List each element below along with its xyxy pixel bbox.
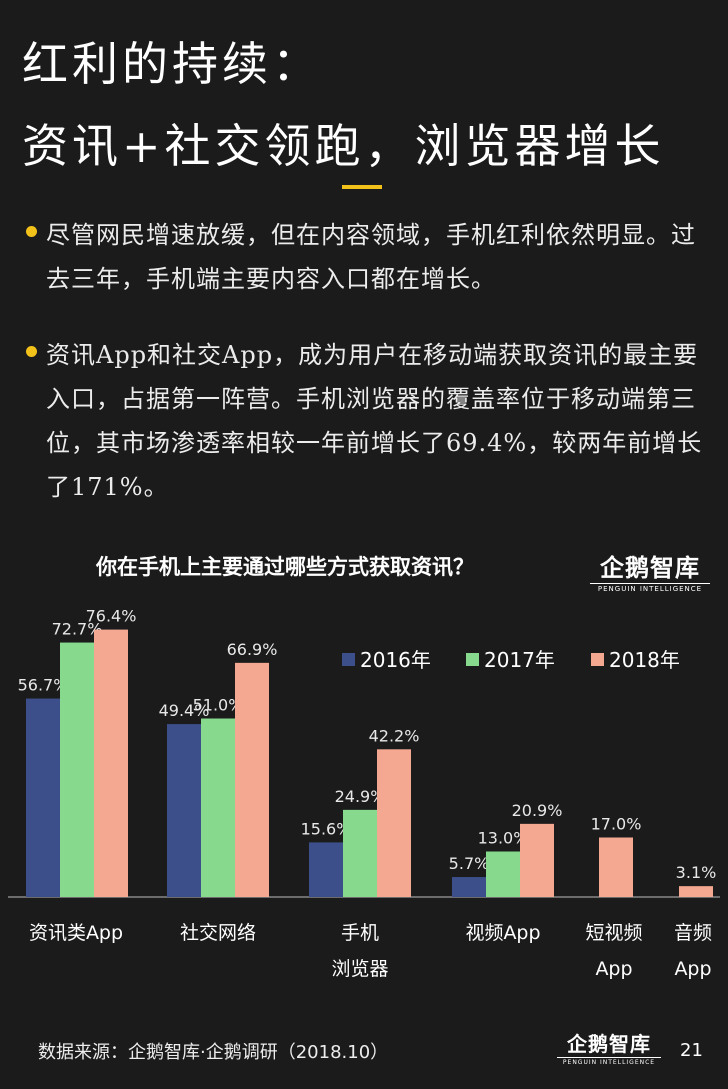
- chart-title: 你在手机上主要通过哪些方式获取资讯？: [96, 555, 474, 579]
- bar-2018: [520, 823, 554, 897]
- page-title-line2: 资讯+社交领跑，浏览器增长: [22, 119, 665, 173]
- category-label: 浏览器: [331, 958, 388, 980]
- bar-value-label: 66.9%: [227, 640, 278, 659]
- bar-value-label: 56.7%: [18, 676, 69, 695]
- bar-value-label: 24.9%: [335, 787, 386, 806]
- bar-2017: [201, 718, 235, 897]
- bar-2016: [452, 877, 486, 897]
- bar-value-label: 72.7%: [52, 620, 103, 639]
- category-label: 社交网络: [180, 922, 256, 944]
- bar-value-label: 51.0%: [193, 696, 244, 715]
- bar-2017: [60, 642, 94, 897]
- logo-name: 企鹅智库: [600, 554, 700, 582]
- category-label: 手机: [341, 922, 379, 944]
- bar-2017: [486, 851, 520, 897]
- category-label: 短视频: [585, 922, 642, 944]
- data-source: 数据来源：企鹅智库·企鹅调研（2018.10）: [38, 1042, 389, 1063]
- bullet-dot-icon: [26, 346, 37, 357]
- category-label: App: [674, 958, 711, 980]
- category-label: 资讯类App: [29, 922, 123, 944]
- bar-value-label: 15.6%: [301, 819, 352, 838]
- bar-value-label: 76.4%: [86, 607, 137, 626]
- bar-2016: [26, 698, 60, 897]
- legend-swatch-2016: [342, 653, 355, 666]
- penguin-logo-footer: 企鹅智库 PENGUIN INTELLIGENCE: [557, 1028, 661, 1066]
- bar-2017: [343, 809, 377, 897]
- legend-swatch-2017: [466, 653, 479, 666]
- category-label: App: [595, 958, 632, 980]
- penguin-logo: 企鹅智库 PENGUIN INTELLIGENCE: [590, 548, 710, 593]
- page-number: 21: [680, 1040, 703, 1061]
- logo-subtitle: PENGUIN INTELLIGENCE: [557, 1057, 661, 1066]
- category-label: 音频: [674, 922, 712, 944]
- legend-label: 2016年: [360, 648, 431, 672]
- logo-name: 企鹅智库: [567, 1032, 651, 1056]
- bar-value-label: 17.0%: [591, 815, 642, 834]
- legend-swatch-2018: [591, 653, 604, 666]
- bar-value-label: 5.7%: [449, 854, 490, 873]
- bar-2016: [309, 842, 343, 897]
- page-title-line1: 红利的持续：: [22, 37, 322, 91]
- bullet-item: 尽管网民增速放缓，但在内容领域，手机红利依然明显。过去三年，手机端主要内容入口都…: [26, 213, 706, 301]
- legend-label: 2017年: [484, 648, 555, 672]
- bullet-text: 尽管网民增速放缓，但在内容领域，手机红利依然明显。过去三年，手机端主要内容入口都…: [46, 221, 696, 293]
- bar-2018: [377, 749, 411, 897]
- bar-value-label: 20.9%: [512, 801, 563, 820]
- category-label: 视频App: [465, 922, 540, 944]
- bullet-item: 资讯App和社交App，成为用户在移动端获取资讯的最主要入口，占据第一阵营。手机…: [26, 333, 706, 509]
- bar-2018: [679, 886, 713, 897]
- bar-value-label: 3.1%: [676, 863, 717, 882]
- bar-2018: [94, 629, 128, 897]
- bar-2018: [235, 662, 269, 897]
- logo-subtitle: PENGUIN INTELLIGENCE: [590, 583, 710, 593]
- bar-value-label: 49.4%: [159, 701, 210, 720]
- legend-label: 2018年: [609, 648, 680, 672]
- bar-2016: [167, 724, 201, 897]
- bar-chart: 56.7% 72.7%76.4% 资讯类App 49.4%51.0% 66.9% 社交网络…: [8, 607, 720, 980]
- bar-value-label: 42.2%: [369, 726, 420, 745]
- bullet-text: 资讯App和社交App，成为用户在移动端获取资讯的最主要入口，占据第一阵营。手机…: [46, 341, 703, 501]
- bullet-dot-icon: [26, 226, 37, 237]
- bar-value-label: 13.0%: [478, 829, 529, 848]
- bar-2018: [599, 837, 633, 897]
- title-accent-bar: [342, 185, 382, 189]
